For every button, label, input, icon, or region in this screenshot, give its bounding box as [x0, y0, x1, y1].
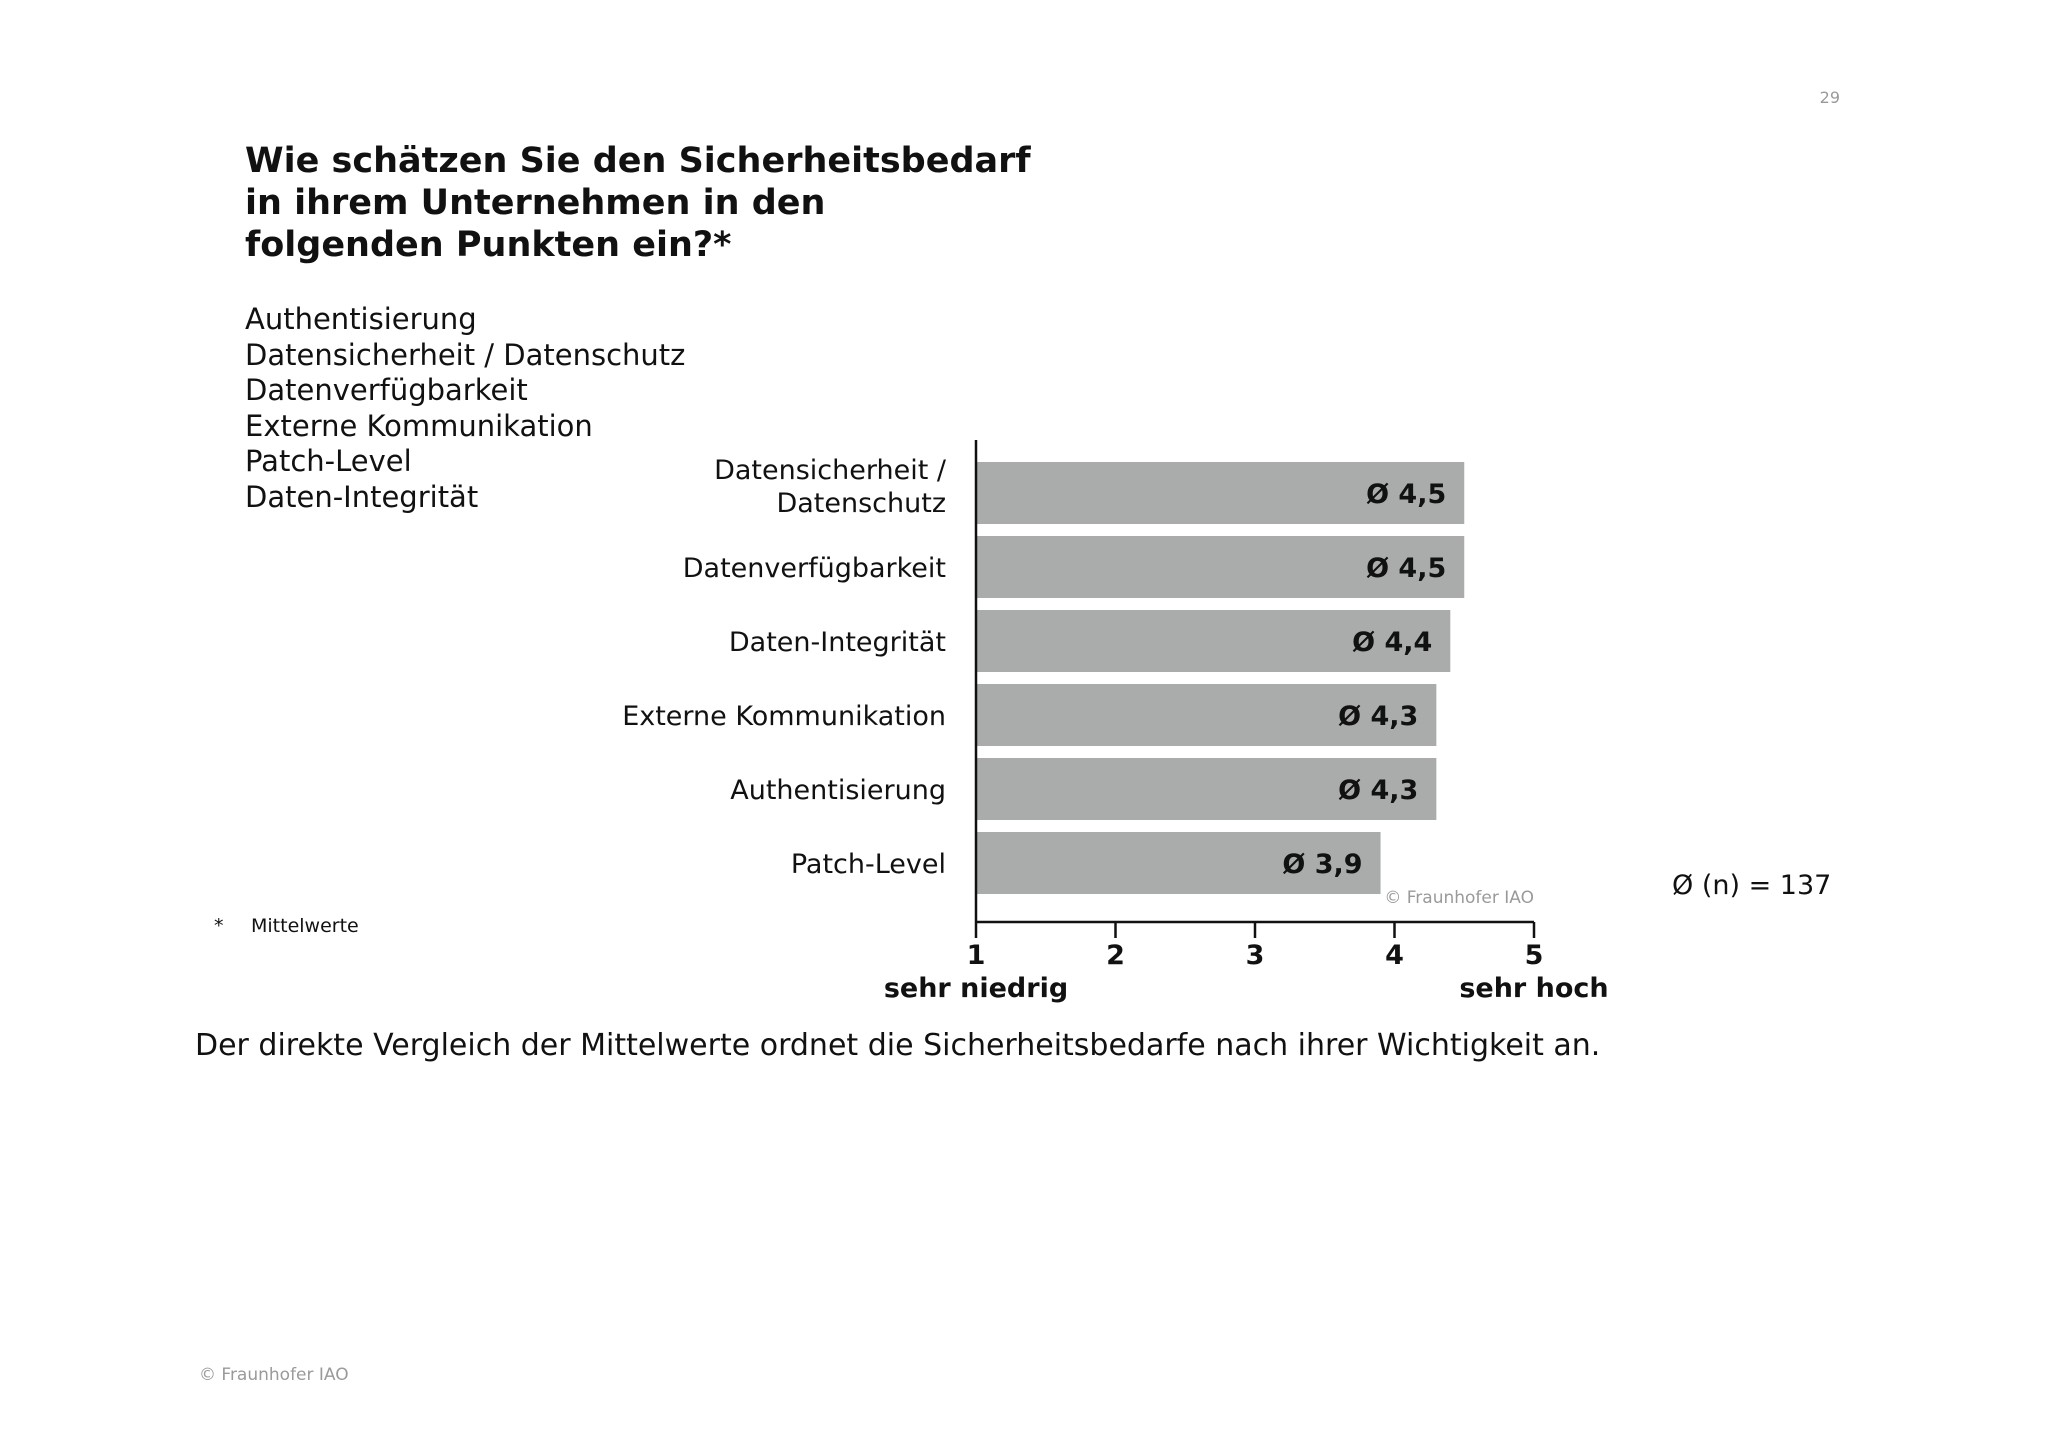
bar	[976, 536, 1465, 598]
bar-value-label: Ø 4,3	[1338, 775, 1418, 806]
footnote-marker: *	[214, 915, 224, 937]
category-label: Datenverfügbarkeit	[683, 553, 946, 584]
topic-item: Externe Kommunikation	[245, 408, 593, 443]
category-label: Daten-Integrität	[729, 627, 946, 658]
footnote: * Mittelwerte	[214, 915, 359, 937]
bar	[976, 832, 1381, 894]
x-tick-label: 3	[1246, 940, 1265, 971]
sample-size-label: Ø (n) = 137	[1672, 870, 1832, 901]
category-label: Datensicherheit / Datenschutz	[714, 455, 947, 519]
topic-item: Authentisierung	[245, 302, 477, 336]
bar-value-label: Ø 4,5	[1366, 553, 1446, 584]
footer-copyright: © Fraunhofer IAO	[199, 1365, 349, 1385]
summary-text: Der direkte Vergleich der Mittelwerte or…	[195, 1028, 1601, 1063]
bar	[976, 758, 1437, 820]
page-number: 29	[1819, 88, 1840, 107]
category-label-line: Datensicherheit /	[714, 455, 947, 486]
bar	[976, 610, 1451, 672]
topic-item: Datenverfügbarkeit	[245, 373, 528, 407]
category-label: Externe Kommunikation	[622, 701, 946, 732]
bar-value-label: Ø 3,9	[1282, 849, 1362, 880]
title-line: folgenden Punkten ein?*	[245, 225, 732, 265]
category-label: Patch-Level	[791, 849, 946, 880]
bar-value-label: Ø 4,5	[1366, 479, 1446, 510]
category-label: Authentisierung	[730, 775, 946, 806]
page-title: Wie schätzen Sie den Sicherheitsbedarf i…	[245, 140, 1045, 266]
bar	[976, 684, 1437, 746]
topic-list: Authentisierung Datensicherheit / Datens…	[245, 302, 685, 515]
title-line: Wie schätzen Sie den Sicherheitsbedarf	[245, 141, 1031, 181]
topic-item: Datensicherheit / Datenschutz	[245, 337, 686, 372]
bar-value-label: Ø 4,4	[1352, 627, 1432, 658]
topic-item: Patch-Level	[245, 444, 412, 478]
x-axis-low-label: sehr niedrig	[884, 973, 1068, 1004]
footnote-text: Mittelwerte	[251, 915, 359, 937]
chart-watermark: © Fraunhofer IAO	[1384, 888, 1534, 908]
x-axis-high-label: sehr hoch	[1459, 973, 1608, 1004]
x-tick-label: 4	[1385, 940, 1404, 971]
category-label-line: Datenschutz	[776, 488, 946, 519]
x-tick-label: 2	[1106, 940, 1125, 971]
topic-item: Daten-Integrität	[245, 479, 479, 514]
title-line: in ihrem Unternehmen in den	[245, 183, 826, 223]
x-tick-label: 5	[1525, 940, 1544, 971]
x-tick-label: 1	[967, 940, 986, 971]
bar	[976, 462, 1465, 524]
bar-value-label: Ø 4,3	[1338, 701, 1418, 732]
